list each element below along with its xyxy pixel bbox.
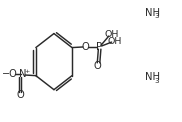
Text: 3: 3 bbox=[155, 13, 159, 19]
Text: O: O bbox=[17, 90, 24, 100]
Text: NH: NH bbox=[145, 72, 160, 82]
Text: OH: OH bbox=[108, 37, 122, 46]
Text: 3: 3 bbox=[155, 78, 159, 84]
Text: P: P bbox=[96, 42, 102, 52]
Text: O: O bbox=[82, 42, 90, 52]
Text: O: O bbox=[94, 61, 101, 71]
Text: N: N bbox=[19, 69, 27, 79]
Text: −O: −O bbox=[2, 69, 18, 79]
Text: NH: NH bbox=[145, 8, 160, 18]
Text: OH: OH bbox=[104, 30, 119, 39]
Text: +: + bbox=[24, 69, 29, 74]
